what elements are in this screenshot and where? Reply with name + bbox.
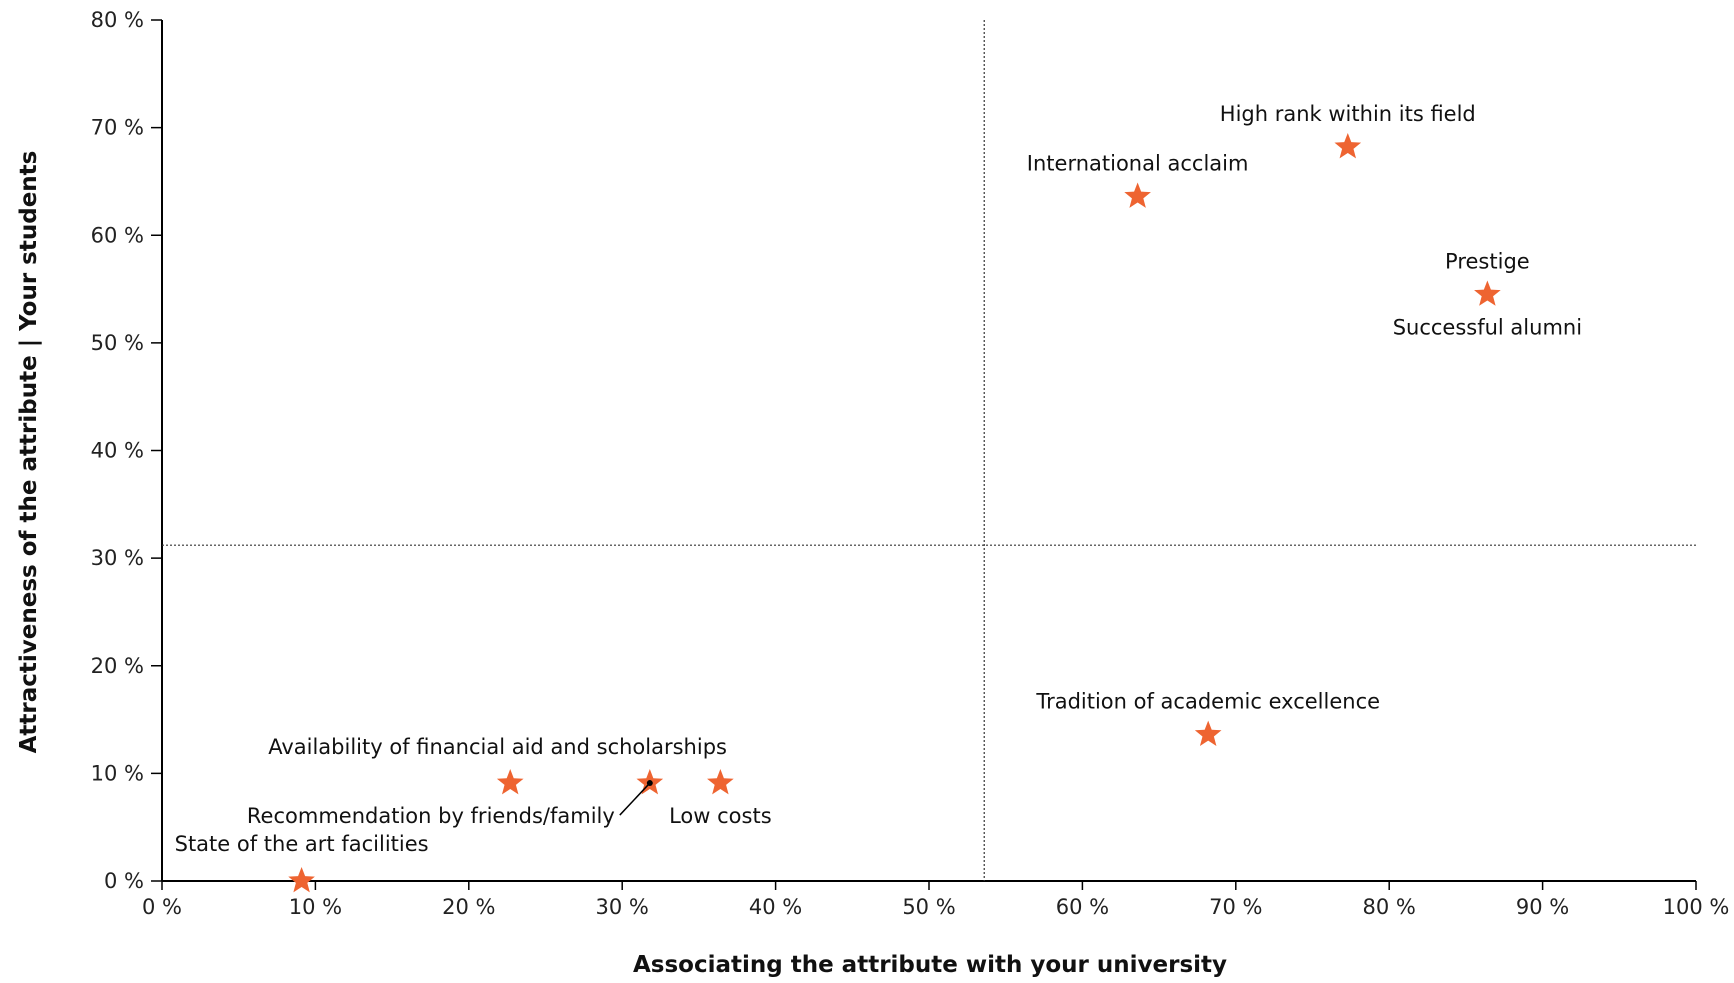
point-label: Low costs [669,804,772,828]
y-tick-label: 70 % [91,116,144,140]
y-tick-label: 20 % [91,654,144,678]
point-label: Availability of financial aid and schola… [268,735,727,759]
x-tick-label: 70 % [1209,895,1262,919]
star-marker [496,769,524,795]
star-marker [288,867,315,893]
leader-line [619,782,651,816]
star-marker [1194,720,1222,746]
x-tick-label: 90 % [1516,895,1569,919]
x-tick-label: 0 % [142,895,182,919]
y-axis-title: Attractiveness of the attribute | Your s… [16,151,42,754]
reference-lines [162,20,1696,881]
x-tick-label: 10 % [289,895,342,919]
point-label: Prestige [1445,249,1530,273]
x-axis-ticks: 0 % 10 % 20 % 30 % 40 % 50 % 60 % 70 % 80 % 90 % 1… [142,881,1729,919]
y-tick-label: 80 % [91,8,144,32]
x-tick-label: 50 % [902,895,955,919]
point-label: Tradition of academic excellence [1035,690,1380,714]
data-points [288,133,1501,893]
x-tick-label: 60 % [1056,895,1109,919]
x-tick-label: 80 % [1363,895,1416,919]
y-tick-label: 0 % [104,869,144,893]
point-labels: High rank within its field International … [175,102,1582,856]
y-tick-label: 30 % [91,546,144,570]
point-label: Successful alumni [1393,315,1582,339]
x-axis-title: Associating the attribute with your univ… [633,952,1227,978]
star-marker [1124,182,1151,208]
y-tick-label: 10 % [91,761,144,785]
y-tick-label: 40 % [91,439,144,463]
leader-dot [646,780,653,787]
x-tick-label: 20 % [442,895,495,919]
point-label: High rank within its field [1220,102,1476,126]
x-tick-label: 100 % [1663,895,1730,919]
point-label: International acclaim [1027,152,1249,176]
x-tick-label: 30 % [596,895,649,919]
star-marker [1334,133,1362,159]
y-tick-label: 50 % [91,331,144,355]
point-label: State of the art facilities [175,832,429,856]
star-marker [707,769,734,795]
y-axis-ticks: 0 % 10 % 20 % 30 % 40 % 50 % 60 % 70 % 80 % [91,8,162,893]
star-marker [1474,280,1501,306]
y-tick-label: 60 % [91,223,144,247]
point-label: Recommendation by friends/family [247,804,615,828]
x-tick-label: 40 % [749,895,802,919]
